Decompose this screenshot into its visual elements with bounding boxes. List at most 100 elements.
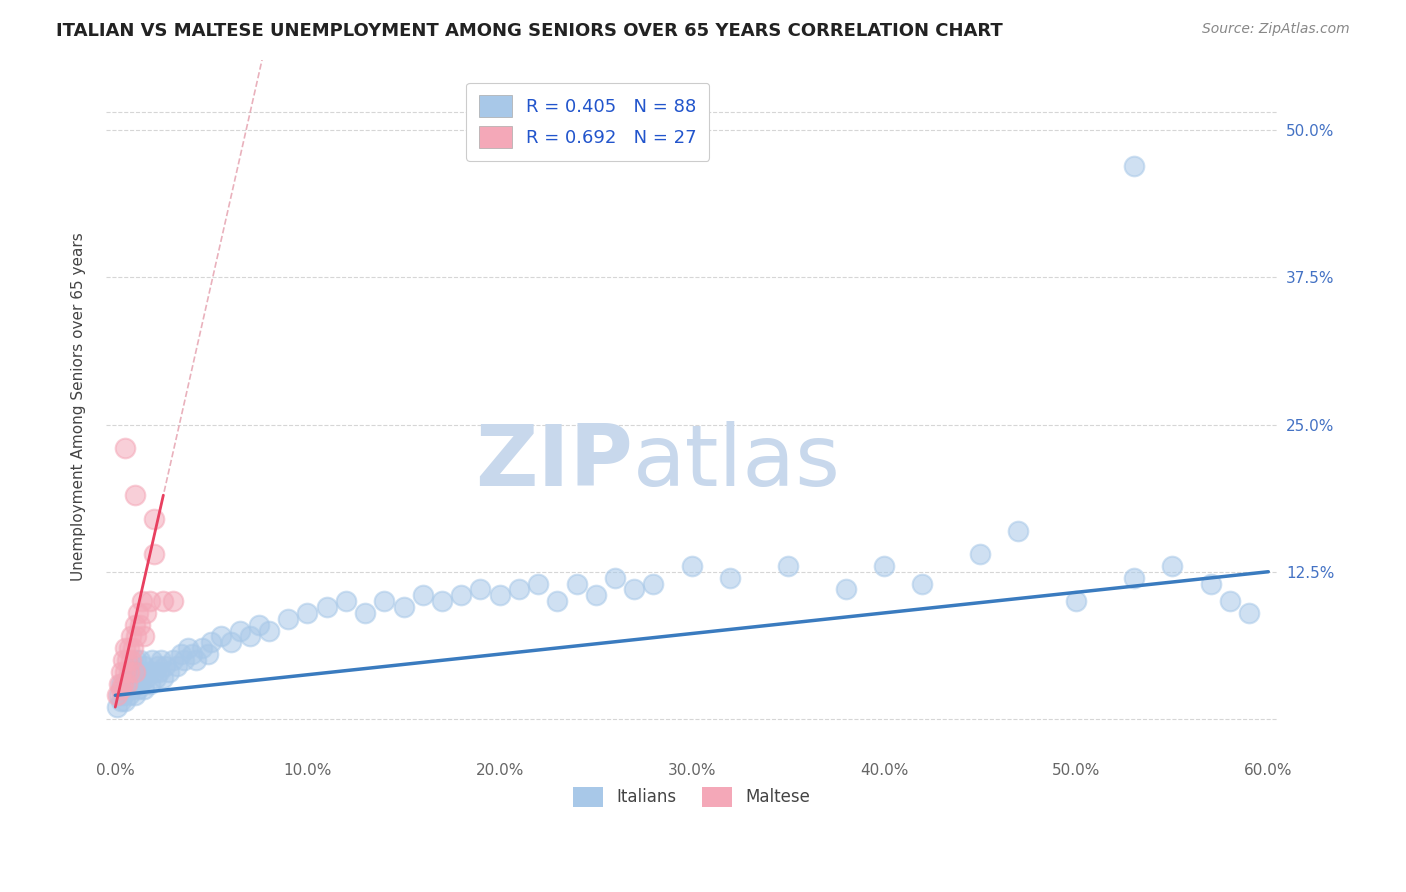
Point [527,576,550,591]
Point [135,606,157,620]
Point [135,671,157,685]
Point [623,582,645,597]
Point [110,682,132,697]
Point [110,665,132,679]
Point [114,665,136,679]
Point [108,676,131,690]
Point [129,653,152,667]
Point [229,624,252,638]
Point [139,594,162,608]
Point [134,630,156,644]
Point [114,694,136,708]
Point [508,582,530,597]
Point [134,659,156,673]
Point [488,588,510,602]
Point [200,635,222,649]
Point [139,676,162,690]
Point [105,689,128,703]
Point [118,641,141,656]
Point [412,588,434,602]
Point [121,676,143,690]
Point [111,689,134,703]
Point [177,641,200,656]
Point [124,665,146,679]
Point [450,588,472,602]
Point [911,576,934,591]
Point [150,653,173,667]
Point [169,647,191,661]
Point [1199,576,1222,591]
Point [1122,571,1144,585]
Point [114,676,136,690]
Point [209,630,232,644]
Point [127,606,149,620]
Point [157,665,180,679]
Point [124,665,146,679]
Point [219,635,242,649]
Point [373,594,395,608]
Legend: Italians, Maltese: Italians, Maltese [565,779,818,815]
Text: atlas: atlas [633,421,841,504]
Text: ZIP: ZIP [475,421,633,504]
Point [134,682,156,697]
Point [1007,524,1029,538]
Point [191,641,214,656]
Point [173,653,195,667]
Point [152,671,174,685]
Point [430,594,453,608]
Point [297,606,319,620]
Point [120,665,142,679]
Point [145,671,167,685]
Point [776,558,799,573]
Point [141,653,163,667]
Point [115,682,138,697]
Point [142,512,165,526]
Point [1219,594,1241,608]
Point [162,653,184,667]
Point [354,606,377,620]
Point [181,647,204,661]
Point [142,547,165,561]
Point [115,676,138,690]
Point [124,617,146,632]
Point [118,689,141,703]
Point [148,665,170,679]
Text: ITALIAN VS MALTESE UNEMPLOYMENT AMONG SENIORS OVER 65 YEARS CORRELATION CHART: ITALIAN VS MALTESE UNEMPLOYMENT AMONG SE… [56,22,1002,40]
Point [166,659,188,673]
Point [1161,558,1184,573]
Point [110,694,132,708]
Point [110,676,132,690]
Point [125,676,148,690]
Point [129,617,152,632]
Point [585,588,607,602]
Point [1122,159,1144,173]
Point [115,653,138,667]
Point [392,600,415,615]
Point [121,641,143,656]
Point [120,630,142,644]
Point [125,630,148,644]
Point [124,689,146,703]
Point [136,665,159,679]
Point [129,676,152,690]
Point [315,600,337,615]
Point [249,617,271,632]
Point [184,653,207,667]
Point [969,547,991,561]
Point [152,594,174,608]
Point [257,624,280,638]
Point [643,576,665,591]
Point [162,594,184,608]
Point [142,665,165,679]
Point [114,641,136,656]
Point [718,571,741,585]
Point [681,558,703,573]
Point [470,582,492,597]
Point [1237,606,1260,620]
Text: Source: ZipAtlas.com: Source: ZipAtlas.com [1202,22,1350,37]
Point [111,653,134,667]
Point [546,594,568,608]
Point [565,576,588,591]
Point [127,665,149,679]
Point [108,689,131,703]
